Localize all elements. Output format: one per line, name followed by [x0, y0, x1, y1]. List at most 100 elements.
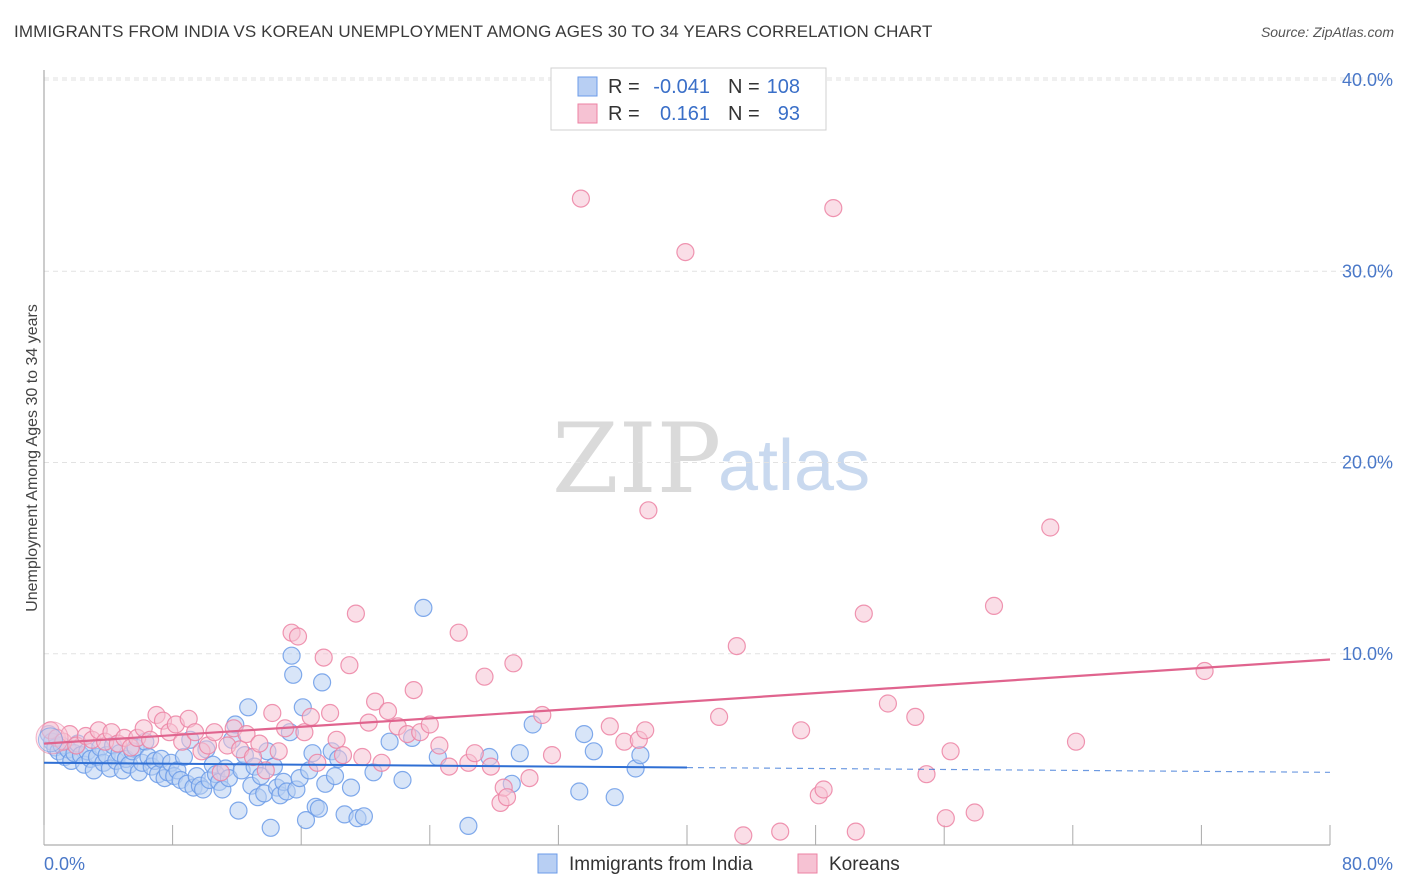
korean-point-57	[420, 715, 439, 734]
korean-point-50	[366, 692, 385, 711]
korean-point-67	[497, 788, 517, 807]
korean-point-71	[542, 745, 562, 765]
watermark-zip: ZIP	[552, 403, 721, 515]
india-point-84	[309, 799, 328, 818]
korean-point-82	[771, 822, 790, 841]
series-legend-label-koreans: Koreans	[829, 854, 900, 875]
korean-point-55	[404, 680, 423, 700]
korean-point-26	[211, 763, 230, 782]
korean-point-70	[533, 705, 552, 725]
series-legend-label-india: Immigrants from India	[569, 854, 753, 875]
korean-point-90	[906, 707, 925, 727]
watermark-atlas: atlas	[718, 426, 870, 506]
korean-point-93	[941, 742, 960, 761]
y-tick-label-40: 40.0%	[1342, 70, 1393, 90]
korean-trend-line	[43, 658, 1331, 745]
india-point-111	[282, 646, 301, 665]
legend-r-label-1: R =	[608, 76, 640, 98]
korean-point-88	[854, 604, 873, 623]
korean-point-34	[263, 703, 282, 723]
korean-point-41	[308, 753, 327, 772]
india-point-95	[380, 732, 399, 751]
korean-point-98	[1195, 661, 1214, 681]
legend-r-value-2: 0.161	[660, 103, 710, 125]
korean-point-60	[449, 623, 468, 642]
korean-point-43	[321, 703, 340, 723]
india-point-98	[414, 598, 433, 618]
source-label: Source: ZipAtlas.com	[1260, 24, 1394, 40]
korean-point-51	[372, 753, 391, 772]
legend-swatch-blue	[577, 76, 598, 97]
korean-point-46	[340, 656, 359, 675]
india-point-93	[354, 807, 373, 826]
india-trend-line-extension	[686, 766, 1331, 773]
trend-lines	[43, 658, 1331, 773]
korean-point-73	[600, 717, 619, 736]
legend-n-label-2: N =	[728, 103, 760, 125]
india-point-103	[510, 744, 529, 763]
korean-point-38	[288, 627, 308, 646]
x-axis-ticks	[43, 825, 1331, 845]
series-legend: Immigrants from India Koreans	[537, 853, 900, 875]
gridlines	[44, 77, 1393, 655]
india-point-80	[296, 810, 316, 830]
stats-legend: R = -0.041 N = 108 R = 0.161 N = 93	[550, 67, 827, 131]
korean-point-91	[917, 765, 936, 784]
korean-point-87	[846, 822, 865, 841]
india-trend-line	[43, 761, 688, 769]
legend-r-label-2: R =	[608, 103, 640, 125]
korean-point-92	[936, 809, 955, 828]
korean-point-62	[465, 744, 484, 763]
y-axis-label: Unemployment Among Ages 30 to 34 years	[24, 304, 41, 612]
korean-point-81	[734, 826, 753, 845]
legend-n-value-1: 108	[767, 76, 800, 98]
scatter-points	[35, 189, 1214, 845]
korean-point-72	[571, 189, 591, 208]
korean-point-47	[346, 604, 365, 623]
korean-point-94	[965, 803, 984, 822]
india-point-85	[313, 673, 332, 692]
series-legend-swatch-koreans	[797, 853, 818, 874]
india-point-110	[631, 745, 650, 765]
korean-point-97	[1066, 732, 1086, 751]
india-point-105	[570, 782, 589, 801]
korean-point-96	[1041, 518, 1060, 537]
y-tick-label-10: 10.0%	[1342, 644, 1393, 664]
korean-point-35	[269, 742, 288, 761]
korean-point-48	[353, 747, 372, 767]
legend-n-label-1: N =	[728, 76, 760, 98]
korean-point-80	[727, 636, 746, 656]
india-point-62	[239, 698, 258, 717]
india-point-69	[261, 818, 280, 837]
korean-point-45	[333, 745, 353, 765]
chart-title: IMMIGRANTS FROM INDIA VS KOREAN UNEMPLOY…	[14, 22, 933, 41]
korean-point-76	[636, 721, 655, 740]
india-point-96	[393, 770, 412, 790]
legend-n-value-2: 93	[778, 103, 800, 125]
korean-point-44	[327, 730, 346, 749]
x-tick-label-min: 0.0%	[44, 854, 85, 874]
korean-point-33	[256, 761, 275, 780]
korean-point-15	[141, 730, 160, 749]
india-point-106	[574, 724, 594, 744]
india-point-108	[605, 788, 624, 807]
india-point-88	[325, 766, 345, 786]
korean-point-86	[824, 199, 843, 218]
korean-point-32	[250, 734, 269, 753]
x-tick-label-max: 80.0%	[1342, 854, 1393, 874]
series-legend-swatch-india	[537, 853, 558, 874]
korean-point-83	[791, 721, 811, 740]
korean-point-78	[676, 243, 695, 262]
korean-point-68	[504, 654, 523, 673]
korean-point-69	[520, 768, 539, 788]
india-point-59	[229, 801, 248, 820]
india-cluster-point	[37, 727, 63, 753]
korean-point-42	[314, 648, 333, 667]
legend-r-value-1: -0.041	[653, 76, 710, 98]
y-tick-label-20: 20.0%	[1342, 453, 1393, 473]
korean-point-20	[173, 732, 192, 751]
korean-point-85	[814, 780, 833, 799]
korean-point-95	[984, 596, 1004, 616]
korean-point-58	[430, 736, 449, 755]
